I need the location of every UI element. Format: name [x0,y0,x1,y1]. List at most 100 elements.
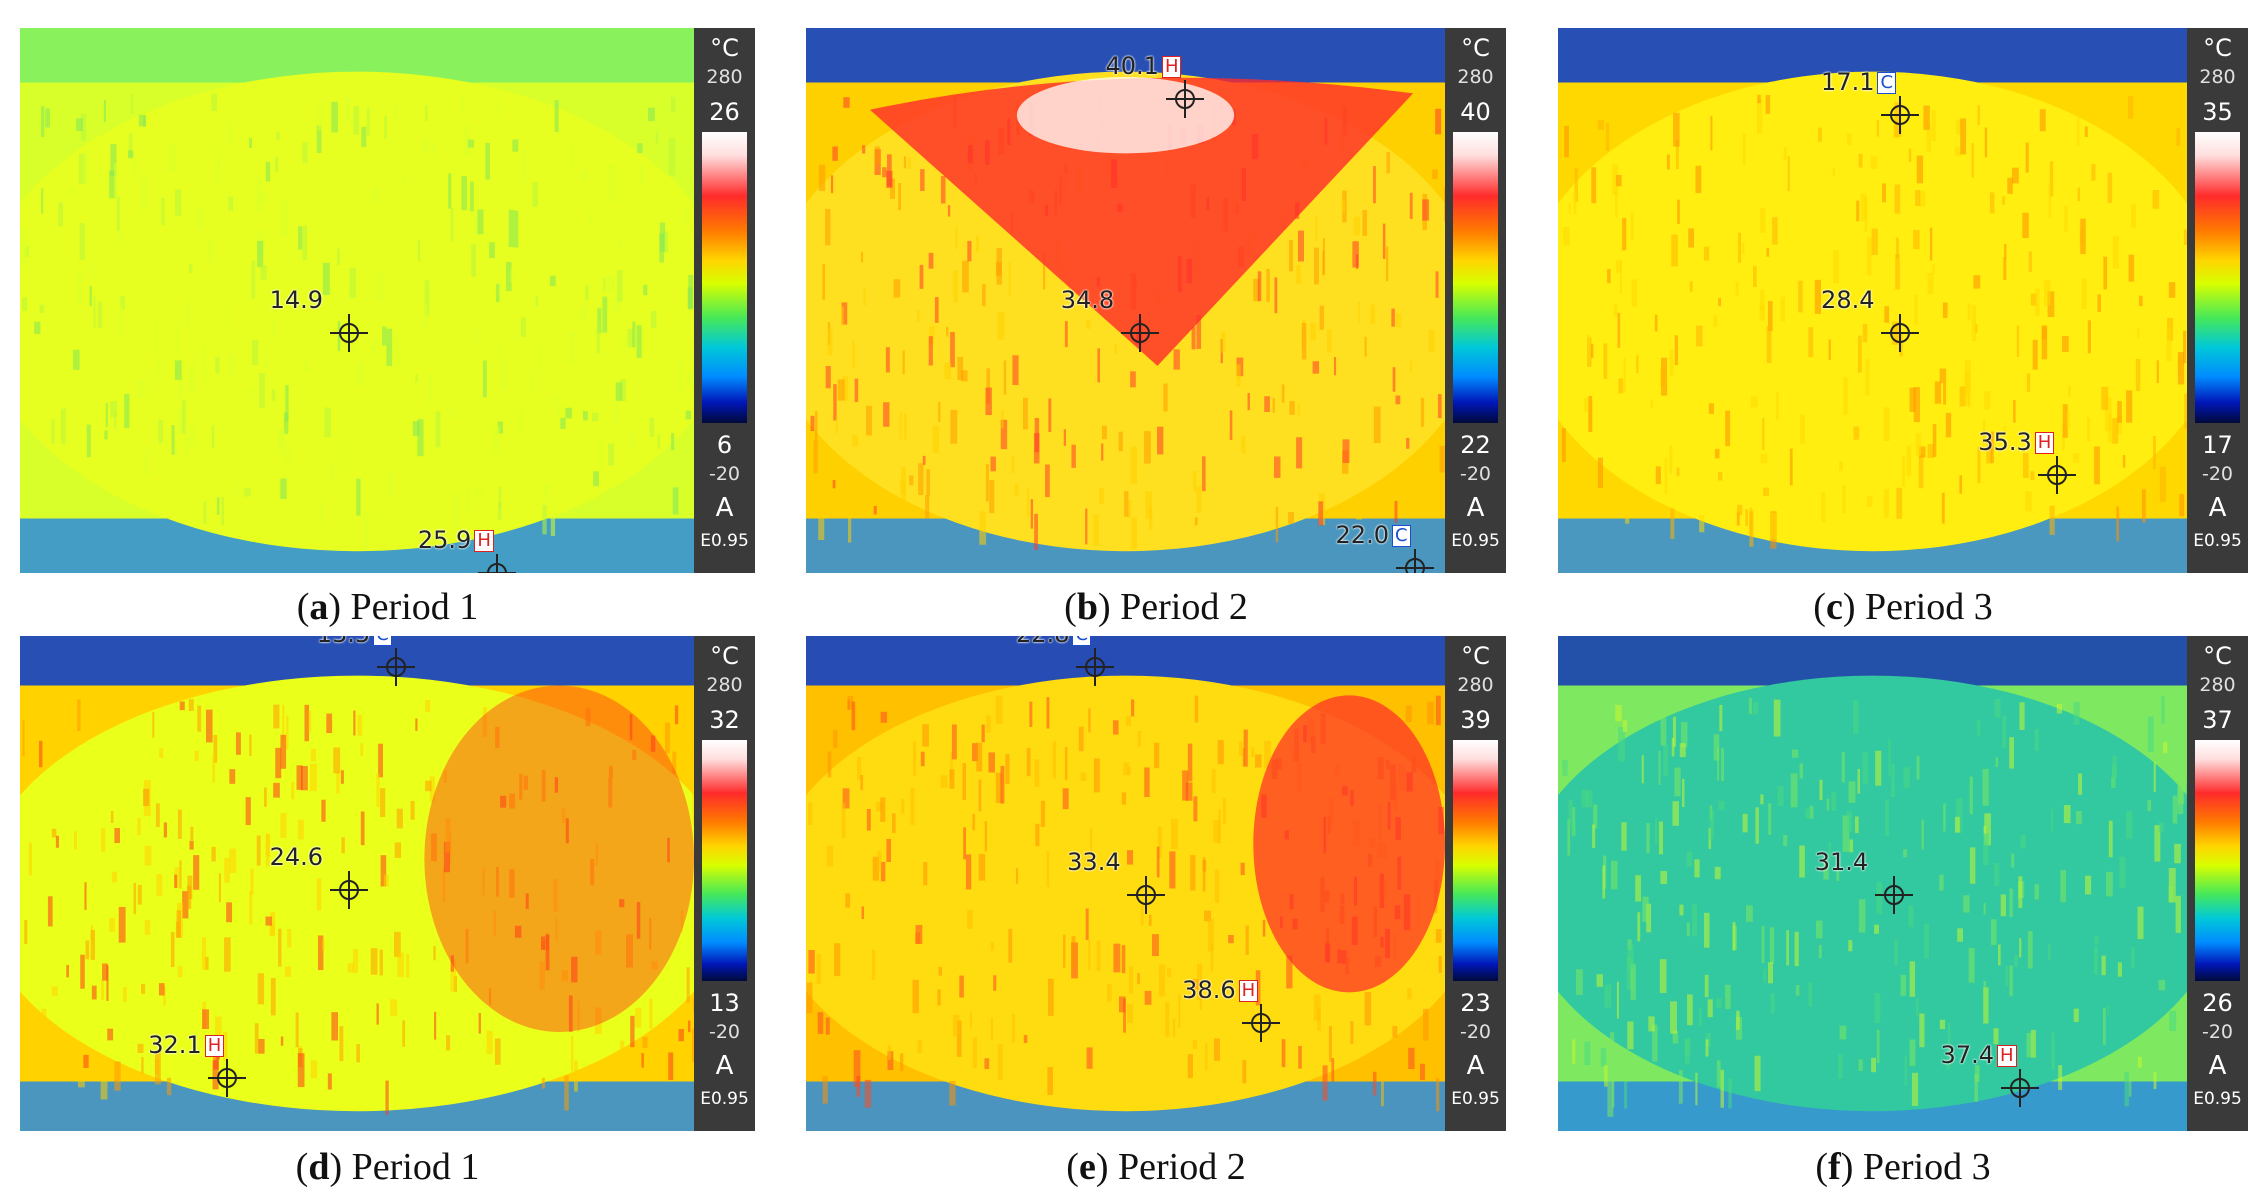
scale-bottom-value: 22 [1460,431,1491,459]
reading-value: 14.9 [269,286,324,315]
reading-flag: C [1877,72,1897,95]
reading-value: 13.5 [317,636,370,648]
scale-top-value: 26 [709,98,740,126]
reading-flag: H [204,1034,225,1057]
thermal-image: 14.9 25.9 H [20,28,694,573]
crosshair-icon [376,647,415,686]
thermal-image: 22.8C 33.4 38.6H [806,636,1445,1131]
scale-max-range: 280 [2199,674,2236,696]
panel-letter: b [1076,586,1098,628]
scale-unit: °C [1461,34,1490,62]
reading-value: 37.4 [1940,1040,1994,1069]
reading-value: 25.9 [417,526,472,555]
scale-top-value: 32 [709,706,740,734]
scale-min-range: -20 [2201,1021,2234,1043]
scale-top-value: 35 [2202,98,2233,126]
temperature-scale: °C 280 37 26 -20 A E0.95 [2187,636,2248,1131]
panel-caption: (a) Period 1 [296,586,479,628]
scale-min-range: -20 [1459,463,1492,485]
thermal-panel-d: 13.5C 24.6 32.1H °C 280 32 13 -20 A E0.95 [20,636,755,1195]
temperature-reading: 22.0 C [1336,521,1414,549]
panel-caption: (c) Period 3 [1813,586,1993,628]
panel-period: Period 3 [1862,1146,1991,1188]
temperature-scale: °C 280 35 17 -20 A E0.95 [2187,28,2248,573]
crosshair-icon [1120,314,1159,353]
panel-letter: f [1828,1146,1841,1188]
temperature-scale: °C 280 26 6 -20 A E0.95 [694,28,755,573]
scale-unit: °C [2203,642,2232,670]
reading-flag: C [1391,524,1411,547]
scale-min-range: -20 [1459,1021,1492,1043]
crosshair-icon [1127,875,1166,914]
scale-max-range: 280 [2199,66,2236,88]
scale-max-range: 280 [1457,674,1494,696]
scale-min-range: -20 [708,1021,741,1043]
crosshair-icon [1165,79,1204,118]
crosshair-icon [2000,1068,2039,1107]
reading-value: 31.4 [1814,847,1869,876]
crosshair-icon [329,870,368,909]
reading-value: 40.1 [1105,51,1159,80]
reading-flag: H [1161,55,1182,78]
scale-mode: A [715,493,734,523]
emissivity: E0.95 [700,1089,749,1109]
crosshair-icon [208,1058,247,1097]
emissivity: E0.95 [1451,531,1500,551]
thermal-panel-c: 17.1 C 28.4 35.3 H °C 280 35 17 -20 A E0.95 [1558,28,2248,635]
crosshair-icon [1076,647,1115,686]
temperature-reading: 32.1 H [148,1031,227,1059]
panel-period: Period 2 [1117,1146,1246,1188]
temperature-scale: °C 280 32 13 -20 A E0.95 [694,636,755,1131]
color-gradient-bar [1453,740,1498,981]
crosshair-icon [1395,548,1434,573]
scale-max-range: 280 [706,674,743,696]
color-gradient-bar [702,132,747,423]
reading-flag: C [1072,636,1092,646]
reading-flag: H [474,530,494,553]
scale-top-value: 39 [1460,706,1491,734]
scale-bottom-value: 6 [716,431,733,459]
scale-bottom-value: 23 [1460,989,1491,1017]
scale-unit: °C [710,642,739,670]
panel-caption: (f) Period 3 [1815,1146,1991,1188]
thermal-image: 40.1 H 34.8 22.0 C [806,28,1445,573]
temperature-reading: 22.8C [1016,636,1094,648]
thermal-image: 31.4 37.4 H [1558,636,2187,1131]
reading-value: 17.1 [1821,68,1875,97]
panel-period: Period 3 [1864,586,1993,628]
panel-letter: c [1825,586,1843,628]
scale-min-range: -20 [2201,463,2234,485]
color-gradient-bar [702,740,747,981]
scale-top-value: 40 [1460,98,1491,126]
color-gradient-bar [1453,132,1498,423]
crosshair-icon [477,554,516,573]
thermal-image: 13.5C 24.6 32.1H [20,636,694,1131]
temperature-reading: 33.4 [1067,848,1120,876]
temperature-reading: 28.4 [1821,286,1874,314]
reading-value: 33.4 [1067,847,1121,876]
panel-caption: (d) Period 1 [295,1146,480,1188]
reading-flag: H [1996,1044,2017,1067]
reading-value: 28.4 [1821,286,1875,315]
color-gradient-bar [2195,740,2240,981]
emissivity: E0.95 [1451,1089,1500,1109]
temperature-reading: 37.4 H [1941,1041,2020,1069]
scale-mode: A [1466,493,1485,523]
crosshair-icon [2038,456,2077,494]
panel-caption: (b) Period 2 [1064,586,1248,628]
panel-letter: e [1078,1146,1096,1188]
emissivity: E0.95 [700,531,749,551]
thermal-panel-e: 22.8C 33.4 38.6H °C 280 39 23 -20 A E0.95 [806,636,1506,1195]
reading-flag: H [2034,432,2055,454]
reading-value: 22.8 [1016,636,1069,648]
reading-value: 24.6 [269,842,324,871]
panel-period: Period 1 [350,586,479,628]
emissivity: E0.95 [2193,1089,2242,1109]
emissivity: E0.95 [2193,531,2242,551]
color-gradient-bar [2195,132,2240,423]
temperature-scale: °C 280 40 22 -20 A E0.95 [1445,28,1506,573]
reading-value: 34.8 [1060,286,1115,315]
scale-min-range: -20 [708,463,741,485]
scale-unit: °C [2203,34,2232,62]
temperature-reading: 31.4 [1815,848,1868,876]
